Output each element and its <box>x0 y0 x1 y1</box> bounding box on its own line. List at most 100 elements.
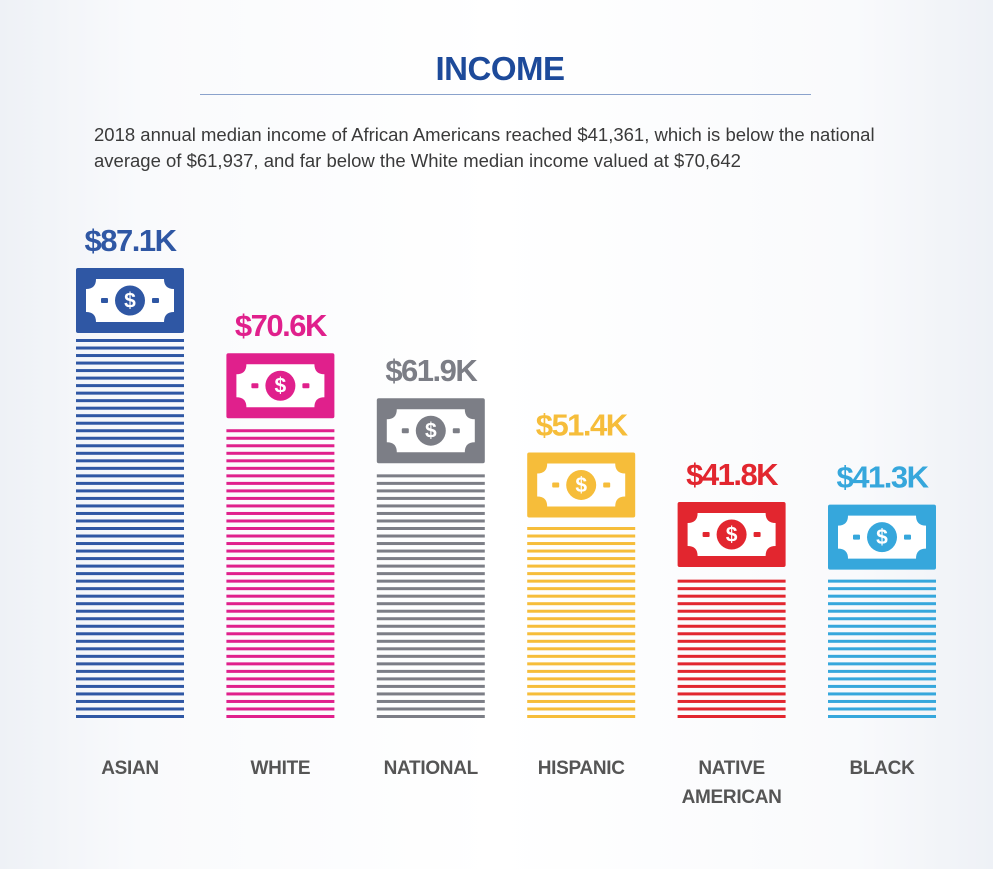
bill-stripe <box>527 654 636 658</box>
bill-stripe <box>76 414 184 418</box>
value-label: $61.9K <box>385 353 478 388</box>
bill-stripe <box>76 474 184 478</box>
bill-stripe <box>226 542 335 546</box>
bill-stack <box>527 527 636 718</box>
bill-stripe <box>677 587 786 591</box>
bill-stripe <box>226 511 335 515</box>
bill-stripe <box>226 572 335 576</box>
bill-stripe <box>76 519 184 523</box>
bill-stripe <box>376 557 485 561</box>
bill-stripe <box>226 587 335 591</box>
bill-stripe <box>76 564 184 568</box>
bill-stack <box>76 339 184 718</box>
bill-stripe <box>677 594 786 598</box>
bill-stripe <box>226 707 335 711</box>
bill-stripe <box>226 557 335 561</box>
bill-stripe <box>527 542 636 546</box>
bill-stripe <box>226 466 335 470</box>
bill-stripe <box>76 406 184 410</box>
dollar-bill-icon: $ <box>226 353 335 419</box>
bill-stripe <box>677 662 786 666</box>
bill-stripe <box>76 587 184 591</box>
bill-stripe <box>226 639 335 643</box>
bill-stripe <box>226 609 335 613</box>
bill-stripe <box>76 647 184 651</box>
bill-stripe <box>76 489 184 493</box>
bill-stripe <box>527 557 636 561</box>
bill-stripe <box>76 557 184 561</box>
bill-stripe <box>376 602 485 606</box>
bill-stripe <box>76 654 184 658</box>
bill-stripe <box>226 564 335 568</box>
bill-stripe <box>828 624 936 628</box>
svg-text:$: $ <box>726 524 738 547</box>
bill-stripe <box>376 639 485 643</box>
bill-stripe <box>226 504 335 508</box>
bill-stripe <box>76 572 184 576</box>
bill-stripe <box>76 361 184 365</box>
bill-stripe <box>76 684 184 688</box>
bill-stripe <box>376 481 485 485</box>
value-label: $51.4K <box>536 407 629 442</box>
bill-stripe <box>677 579 786 583</box>
bill-stripe <box>376 564 485 568</box>
bill-stripe <box>76 527 184 530</box>
bill-stripe <box>828 662 936 666</box>
bill-stripe <box>376 692 485 696</box>
bill-stripe <box>828 587 936 591</box>
bill-stripe <box>527 534 636 538</box>
bill-stripe <box>76 466 184 470</box>
page-subtitle: 2018 annual median income of African Ame… <box>94 124 875 171</box>
bill-stripe <box>76 669 184 673</box>
bar-asian: $ $87.1K ASIAN <box>76 223 184 779</box>
bill-stripe <box>226 579 335 583</box>
bar-national: $ $61.9K NATIONAL <box>376 353 485 779</box>
dollar-bill-icon: $ <box>677 502 786 568</box>
bill-stripe <box>527 647 636 651</box>
bill-stripe <box>76 384 184 388</box>
bill-stripe <box>76 391 184 395</box>
bill-stripe <box>226 549 335 553</box>
bill-stripe <box>376 511 485 515</box>
bill-stripe <box>376 699 485 703</box>
bill-stripe <box>76 459 184 463</box>
bill-stripe <box>376 572 485 576</box>
dollar-bill-icon: $ <box>76 268 184 333</box>
title-divider <box>200 94 811 95</box>
bill-stripe <box>226 617 335 621</box>
bill-stripe <box>376 617 485 621</box>
bill-stripe <box>527 639 636 643</box>
bill-stripe <box>226 662 335 666</box>
bill-stripe <box>376 662 485 666</box>
bill-stripe <box>376 715 485 718</box>
bill-stripe <box>376 669 485 673</box>
bar-hispanic: $ $51.4K HISPANIC <box>527 407 636 779</box>
bill-stripe <box>828 669 936 673</box>
bill-stripe <box>828 632 936 636</box>
bill-stripe <box>677 647 786 651</box>
bill-stripe <box>677 639 786 643</box>
bill-stripe <box>677 692 786 696</box>
bill-stripe <box>828 707 936 711</box>
bill-stripe <box>828 677 936 681</box>
bill-stripe <box>76 639 184 643</box>
bill-stripe <box>677 617 786 621</box>
svg-text:$: $ <box>575 474 587 497</box>
bill-stripe <box>376 609 485 613</box>
bill-stripe <box>376 534 485 538</box>
bill-stripe <box>376 579 485 583</box>
bill-stripe <box>527 692 636 696</box>
bill-stripe <box>677 699 786 703</box>
bill-stripe <box>828 647 936 651</box>
bill-stripe <box>226 429 335 433</box>
bill-stripe <box>527 662 636 666</box>
bill-stripe <box>226 647 335 651</box>
bill-stripe <box>376 594 485 598</box>
bill-stripe <box>76 421 184 425</box>
category-label: HISPANIC <box>538 758 626 779</box>
bill-stripe <box>226 632 335 636</box>
bill-stripe <box>226 677 335 681</box>
bill-stripe <box>376 587 485 591</box>
bill-stripe <box>376 707 485 711</box>
